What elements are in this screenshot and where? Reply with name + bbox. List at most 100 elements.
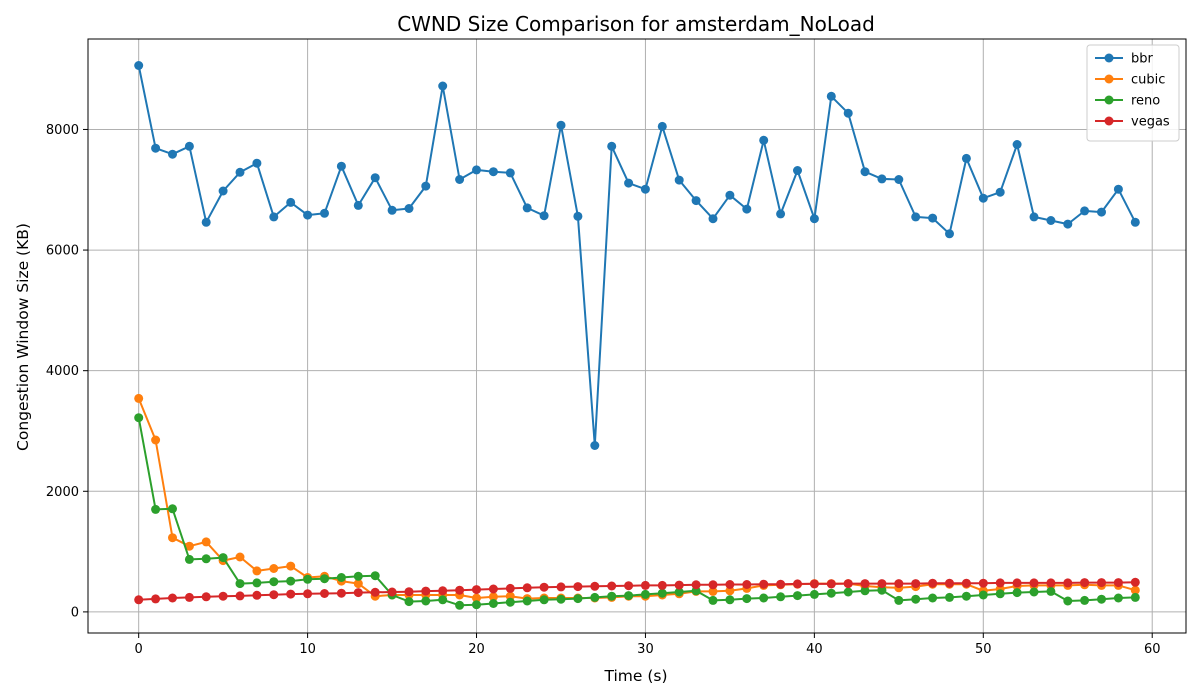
- data-point-reno: [877, 585, 887, 595]
- data-point-reno: [725, 595, 735, 605]
- data-point-reno: [776, 592, 786, 602]
- data-point-vegas: [218, 591, 228, 601]
- data-point-cubic: [1130, 585, 1140, 595]
- data-point-bbr: [505, 168, 515, 178]
- data-point-bbr: [877, 174, 887, 184]
- data-point-reno: [556, 594, 566, 604]
- data-point-vegas: [455, 585, 465, 595]
- data-point-bbr: [201, 217, 211, 227]
- data-point-cubic: [134, 393, 144, 403]
- data-point-vegas: [539, 582, 549, 592]
- data-point-bbr: [1080, 206, 1090, 216]
- data-point-vegas: [370, 587, 380, 597]
- data-point-bbr: [590, 441, 600, 450]
- data-point-bbr: [1130, 217, 1140, 227]
- data-point-bbr: [708, 214, 718, 224]
- x-tick-label: 40: [806, 642, 823, 657]
- data-point-bbr: [252, 158, 262, 168]
- data-point-reno: [624, 591, 634, 601]
- data-point-bbr: [945, 229, 954, 239]
- data-point-bbr: [218, 186, 228, 196]
- legend-marker: [1104, 95, 1114, 105]
- data-point-cubic: [353, 579, 363, 589]
- data-point-vegas: [793, 579, 802, 589]
- data-point-vegas: [1130, 577, 1140, 587]
- data-point-reno: [826, 588, 836, 598]
- x-axis-label: Time (s): [603, 667, 667, 685]
- data-point-bbr: [522, 203, 532, 213]
- data-point-vegas: [488, 584, 498, 594]
- legend-item-vegas: vegas: [1095, 115, 1170, 130]
- data-point-reno: [590, 592, 600, 602]
- data-point-cubic: [725, 586, 735, 596]
- x-tick-label: 0: [135, 642, 143, 657]
- data-point-reno: [286, 576, 296, 586]
- data-point-bbr: [776, 209, 786, 219]
- data-point-reno: [1080, 595, 1090, 605]
- data-point-vegas: [911, 579, 921, 589]
- data-point-vegas: [945, 578, 954, 588]
- data-point-vegas: [286, 589, 296, 599]
- data-point-reno: [1097, 594, 1106, 604]
- data-point-cubic: [286, 561, 296, 571]
- y-tick-label: 4000: [46, 364, 79, 379]
- x-tick-label: 50: [975, 642, 992, 657]
- data-point-reno: [269, 577, 279, 587]
- data-point-bbr: [657, 121, 667, 131]
- data-point-reno: [353, 571, 363, 581]
- data-point-reno: [184, 554, 194, 564]
- data-point-reno: [438, 595, 448, 605]
- data-point-cubic: [488, 592, 498, 602]
- legend-label: reno: [1131, 94, 1160, 109]
- data-point-vegas: [472, 585, 481, 595]
- legend-item-cubic: cubic: [1095, 73, 1165, 88]
- data-point-bbr: [607, 141, 617, 151]
- data-point-vegas: [691, 580, 701, 590]
- data-point-vegas: [877, 579, 887, 589]
- data-point-vegas: [978, 578, 988, 588]
- data-point-reno: [961, 591, 971, 601]
- x-tick-label: 10: [299, 642, 316, 657]
- data-point-reno: [793, 591, 802, 601]
- data-point-cubic: [201, 537, 211, 547]
- data-point-reno: [708, 595, 718, 605]
- data-point-bbr: [235, 167, 245, 177]
- legend: bbr cubic reno vegas: [1086, 44, 1180, 142]
- data-point-reno: [860, 586, 870, 596]
- legend-label: vegas: [1131, 115, 1170, 130]
- data-point-bbr: [961, 153, 971, 163]
- data-point-reno: [1029, 587, 1039, 597]
- data-point-vegas: [843, 579, 853, 589]
- legend-marker: [1104, 116, 1114, 126]
- chart-title: CWND Size Comparison for amsterdam_NoLoa…: [397, 12, 875, 36]
- data-point-vegas: [421, 586, 431, 596]
- data-point-reno: [640, 589, 650, 599]
- data-point-vegas: [928, 578, 938, 588]
- axis-ticks: 0 10 20 30 40 50 60 0 2000 4000 6000 8000: [46, 123, 1161, 657]
- data-point-bbr: [168, 149, 177, 159]
- series-vegas: [134, 577, 1140, 605]
- data-point-vegas: [640, 580, 650, 590]
- data-point-vegas: [134, 595, 144, 605]
- data-point-cubic: [184, 541, 194, 551]
- data-point-reno: [742, 594, 752, 604]
- data-point-reno: [674, 587, 684, 597]
- data-point-bbr: [286, 197, 296, 207]
- data-point-bbr: [472, 165, 481, 175]
- data-point-reno: [759, 593, 769, 603]
- data-point-bbr: [928, 213, 938, 223]
- y-tick-label: 8000: [46, 123, 79, 138]
- data-point-vegas: [1113, 578, 1123, 588]
- x-tick-label: 30: [637, 642, 654, 657]
- data-point-bbr: [1097, 207, 1106, 217]
- data-point-vegas: [1029, 578, 1039, 588]
- data-point-bbr: [809, 214, 819, 224]
- data-point-vegas: [674, 580, 684, 590]
- data-point-reno: [978, 590, 988, 600]
- data-point-reno: [657, 588, 667, 598]
- data-point-reno: [928, 593, 938, 603]
- data-point-bbr: [978, 193, 988, 203]
- data-point-reno: [455, 600, 465, 610]
- data-point-reno: [607, 591, 617, 601]
